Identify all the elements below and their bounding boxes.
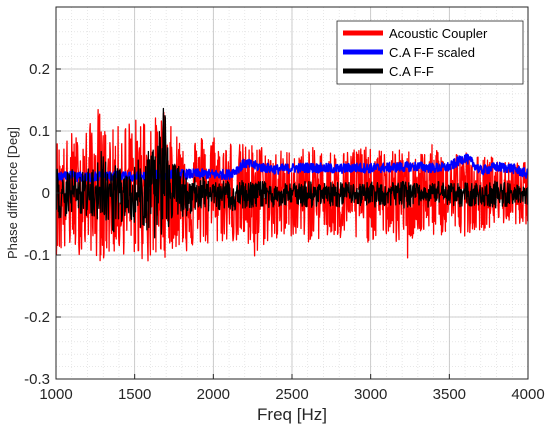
y-axis-ticks: -0.3 -0.2 -0.1 0 0.1 0.2 xyxy=(24,61,61,388)
x-axis-ticks: 1000 1500 2000 2500 3000 3500 4000 xyxy=(39,374,545,403)
x-tick-label: 2500 xyxy=(275,386,308,403)
x-tick-label: 3500 xyxy=(433,386,466,403)
y-tick-label: -0.2 xyxy=(24,309,50,326)
legend-label: C.A F-F scaled xyxy=(389,45,475,60)
x-tick-label: 1500 xyxy=(118,386,151,403)
y-axis-title: Phase difference [Deg] xyxy=(5,127,20,259)
legend-label: Acoustic Coupler xyxy=(389,26,488,41)
y-tick-label: -0.3 xyxy=(24,371,50,388)
x-tick-label: 3000 xyxy=(354,386,387,403)
x-axis-title: Freq [Hz] xyxy=(257,405,327,424)
y-tick-label: -0.1 xyxy=(24,247,50,264)
series-ca-ff-line xyxy=(56,107,528,239)
legend-label: C.A F-F xyxy=(389,64,434,79)
y-tick-label: 0.2 xyxy=(29,61,50,78)
x-tick-label: 2000 xyxy=(197,386,230,403)
y-tick-label: 0.1 xyxy=(29,123,50,140)
y-tick-label: 0 xyxy=(42,185,50,202)
series-layer xyxy=(56,107,528,262)
x-tick-label: 1000 xyxy=(39,386,72,403)
legend: Acoustic Coupler C.A F-F scaled C.A F-F xyxy=(336,20,524,85)
x-tick-label: 4000 xyxy=(511,386,544,403)
